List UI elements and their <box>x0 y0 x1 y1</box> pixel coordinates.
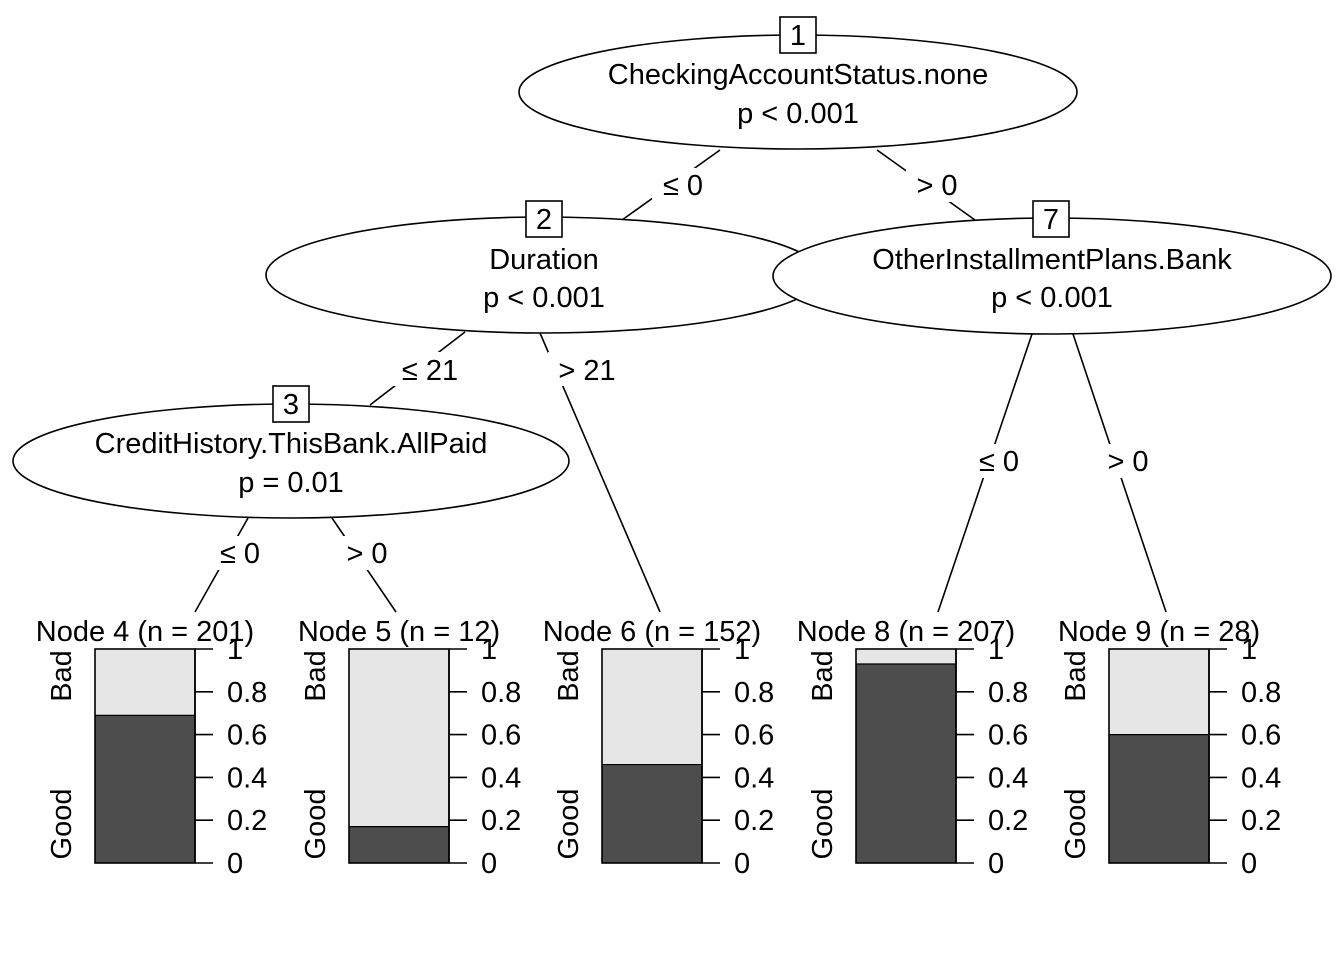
node-6-good-label: Good <box>553 789 585 860</box>
node-4-good-bar <box>95 715 195 863</box>
node-8-tick-label: 0.4 <box>988 762 1028 794</box>
node-5-tick-label: 0.6 <box>481 720 521 752</box>
inner-node-2: Duration p < 0.001 2 <box>265 200 823 334</box>
node-8-good-bar <box>856 663 956 863</box>
node-6-tick-label: 0.4 <box>734 762 774 794</box>
node-6-tick-label: 0 <box>734 848 750 880</box>
node-9-tick-label: 1 <box>1241 634 1257 666</box>
node-5-good-label: Good <box>300 789 332 860</box>
node-6-title: Node 6 (n = 152) <box>543 616 761 648</box>
node-7-pvalue: p < 0.001 <box>991 282 1113 314</box>
node-6-tick-label: 0.2 <box>734 805 774 837</box>
node-9-good-bar <box>1109 734 1209 863</box>
node-6-bad-bar <box>602 649 702 765</box>
node-7-variable: OtherInstallmentPlans.Bank <box>872 244 1232 276</box>
node-8-tick-label: 0.2 <box>988 805 1028 837</box>
terminal-nodes: Node 4 (n = 201) Bad Good Node 5 (n = 12… <box>36 616 1260 859</box>
node-6-tick-label: 1 <box>734 634 750 666</box>
node-8-title: Node 8 (n = 207) <box>797 616 1015 648</box>
node-1-id: 1 <box>790 20 806 52</box>
node-1-variable: CheckingAccountStatus.none <box>608 59 988 91</box>
node-6-tick-label: 0.6 <box>734 720 774 752</box>
inner-node-3: CreditHistory.ThisBank.AllPaid p = 0.01 … <box>12 385 570 519</box>
edge-label-2-3: ≤ 21 <box>402 355 458 387</box>
node-9-tick-label: 0.8 <box>1241 677 1281 709</box>
edge-label-7-9: > 0 <box>1107 446 1148 478</box>
node-3-pvalue: p = 0.01 <box>238 467 344 499</box>
node-4-tick-label: 0.6 <box>227 720 267 752</box>
terminal-node-4: Node 4 (n = 201) Bad Good <box>36 616 254 859</box>
terminal-node-8: Node 8 (n = 207) Bad Good <box>797 616 1015 859</box>
node-6-bad-label: Bad <box>553 650 585 702</box>
inner-node-1: CheckingAccountStatus.none p < 0.001 1 <box>518 16 1078 150</box>
node-4-good-label: Good <box>46 789 78 860</box>
node-4-tick-label: 1 <box>227 634 243 666</box>
terminal-node-5: Node 5 (n = 12) Bad Good <box>298 616 500 859</box>
node-8-tick-label: 0.8 <box>988 677 1028 709</box>
node-5-tick-label: 0.8 <box>481 677 521 709</box>
node-7-id: 7 <box>1043 204 1059 236</box>
edge-label-1-2: ≤ 0 <box>663 170 703 202</box>
node-9-tick-label: 0.2 <box>1241 805 1281 837</box>
node-5-tick-label: 0 <box>481 848 497 880</box>
node-9-bad-label: Bad <box>1060 650 1092 702</box>
node-3-id: 3 <box>283 389 299 421</box>
node-9-good-label: Good <box>1060 789 1092 860</box>
inner-node-7: OtherInstallmentPlans.Bank p < 0.001 7 <box>772 200 1332 335</box>
node-2-pvalue: p < 0.001 <box>483 282 605 314</box>
node-8-tick-label: 0 <box>988 848 1004 880</box>
node-4-title: Node 4 (n = 201) <box>36 616 254 648</box>
node-8-good-label: Good <box>807 789 839 860</box>
node-5-good-bar <box>349 826 449 863</box>
node-5-tick-label: 0.4 <box>481 762 521 794</box>
node-3-variable: CreditHistory.ThisBank.AllPaid <box>95 428 488 460</box>
node-5-tick-label: 0.2 <box>481 805 521 837</box>
node-4-tick-label: 0.8 <box>227 677 267 709</box>
node-9-tick-label: 0.6 <box>1241 720 1281 752</box>
edge-label-2-6: > 21 <box>558 355 615 387</box>
node-9-title: Node 9 (n = 28) <box>1058 616 1260 648</box>
terminal-node-9: Node 9 (n = 28) Bad Good <box>1058 616 1260 859</box>
node-9-tick-label: 0 <box>1241 848 1257 880</box>
node-4-tick-label: 0 <box>227 848 243 880</box>
node-5-title: Node 5 (n = 12) <box>298 616 500 648</box>
edge-label-3-5: > 0 <box>346 538 387 570</box>
node-8-bad-bar <box>856 649 956 664</box>
node-6-good-bar <box>602 764 702 863</box>
edge-label-1-7: > 0 <box>916 170 957 202</box>
node-1-pvalue: p < 0.001 <box>737 98 859 130</box>
node-2-variable: Duration <box>489 244 599 276</box>
terminal-node-6: Node 6 (n = 152) Bad Good <box>543 616 761 859</box>
node-5-bad-label: Bad <box>300 650 332 702</box>
node-4-bad-label: Bad <box>46 650 78 702</box>
edge-labels: ≤ 0 > 0 ≤ 21 > 21 ≤ 0 > 0 ≤ 0 > 0 <box>208 168 1159 570</box>
node-4-tick-label: 0.2 <box>227 805 267 837</box>
node-8-bad-label: Bad <box>807 650 839 702</box>
node-8-tick-label: 0.6 <box>988 720 1028 752</box>
node-5-tick-label: 1 <box>481 634 497 666</box>
node-9-bad-bar <box>1109 649 1209 735</box>
edge-label-7-8: ≤ 0 <box>979 446 1019 478</box>
node-6-tick-label: 0.8 <box>734 677 774 709</box>
node-4-bad-bar <box>95 649 195 716</box>
node-4-tick-label: 0.4 <box>227 762 267 794</box>
node-5-bad-bar <box>349 649 449 827</box>
node-9-tick-label: 0.4 <box>1241 762 1281 794</box>
node-2-id: 2 <box>536 204 552 236</box>
node-8-tick-label: 1 <box>988 634 1004 666</box>
edge-label-3-4: ≤ 0 <box>220 538 260 570</box>
